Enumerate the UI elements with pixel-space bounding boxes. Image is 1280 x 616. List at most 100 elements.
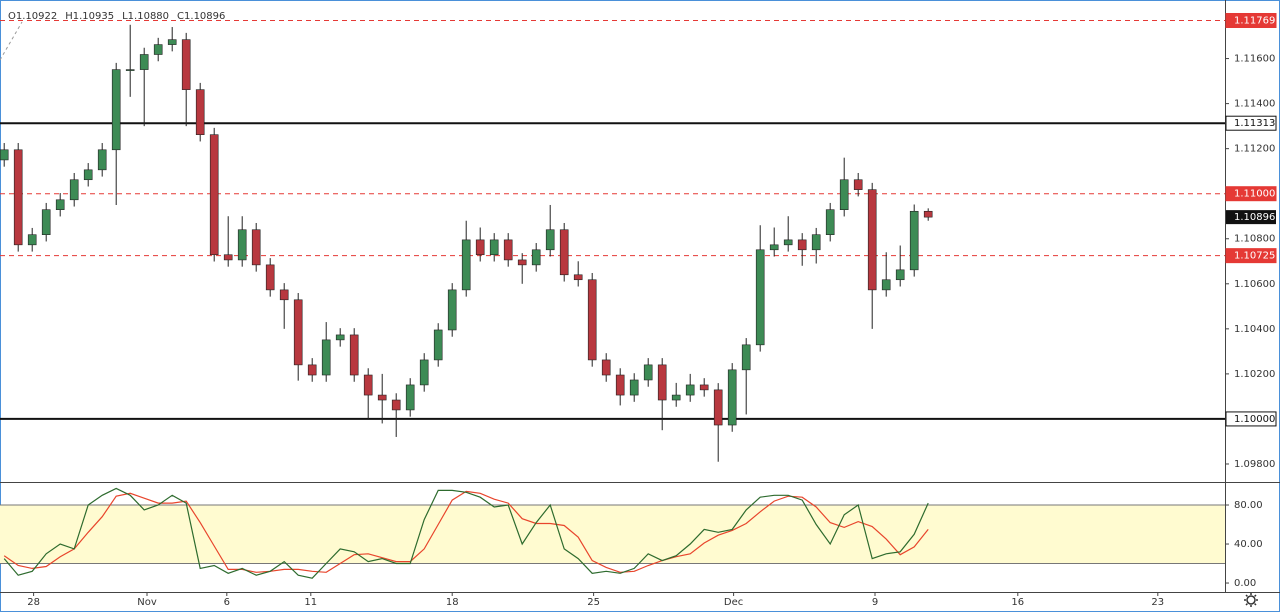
level-label-box <box>1225 186 1277 202</box>
stoch-band <box>0 505 1225 564</box>
candle-body <box>685 384 695 396</box>
candle-body <box>531 249 541 266</box>
ohlc-value: H1.10935 <box>65 11 114 22</box>
candle-body <box>181 39 191 90</box>
candle-body <box>13 149 23 246</box>
x-tick-label: 9 <box>872 597 878 608</box>
candle-body <box>363 374 373 396</box>
candle-body <box>405 384 415 411</box>
x-tick-label: Dec <box>724 597 743 608</box>
y-tick-label: 1.11200 <box>1234 144 1275 155</box>
candle-body <box>125 69 135 71</box>
candle-body <box>167 39 177 45</box>
candle-body <box>671 394 681 401</box>
ohlc-legend: O1.10922 H1.10935 L1.10880 C1.10896 <box>8 11 225 22</box>
candle-body <box>601 359 611 376</box>
candle-body <box>881 279 891 291</box>
candle-body <box>909 210 919 271</box>
candle-body <box>237 229 247 261</box>
candle-body <box>433 329 443 361</box>
x-tick-label: 18 <box>446 597 459 608</box>
candle-body <box>419 359 429 386</box>
candle-body <box>139 54 149 70</box>
candle-body <box>55 199 65 210</box>
candle-body <box>811 234 821 251</box>
level-label-box <box>1225 411 1277 427</box>
x-tick-label: 28 <box>27 597 40 608</box>
ohlc-value: L1.10880 <box>122 11 169 22</box>
candle-body <box>769 244 779 251</box>
plot-area <box>0 19 1225 579</box>
level-label-box <box>1225 12 1277 28</box>
candle-body <box>475 239 485 256</box>
candle-body <box>83 169 93 181</box>
candle-body <box>391 399 401 411</box>
candle-body <box>643 364 653 381</box>
candle-body <box>27 234 37 246</box>
candle-body <box>559 229 569 276</box>
candle-body <box>195 89 205 135</box>
candle-body <box>825 209 835 235</box>
level-label: 1.11000 <box>1234 189 1275 200</box>
candle-body <box>895 269 905 281</box>
candle-body <box>223 254 233 261</box>
candle-body <box>41 209 51 235</box>
candle-body <box>97 149 107 171</box>
y-tick-label: 1.10800 <box>1234 234 1275 245</box>
candle-body <box>839 179 849 210</box>
candle-body <box>209 134 219 256</box>
candle-body <box>461 239 471 291</box>
candle-body <box>335 334 345 341</box>
candle-body <box>797 239 807 251</box>
x-tick-label: 16 <box>1011 597 1024 608</box>
ohlc-value: C1.10896 <box>177 11 225 22</box>
candle-body <box>265 264 275 291</box>
candle-body <box>657 364 667 401</box>
candle-body <box>307 364 317 376</box>
x-tick-label: 6 <box>224 597 230 608</box>
candle-body <box>293 299 303 366</box>
candle-body <box>349 334 359 376</box>
candle-body <box>853 179 863 190</box>
y-tick-label: 1.10200 <box>1234 369 1275 380</box>
ohlc-value: O1.10922 <box>8 11 57 22</box>
candle-body <box>587 279 597 361</box>
stoch-d-line <box>3 490 929 573</box>
last-price-box <box>1226 210 1276 225</box>
last-price-label: 1.10896 <box>1234 212 1275 223</box>
candle-body <box>111 69 121 151</box>
level-label-box <box>1225 248 1277 264</box>
candle-body <box>545 229 555 251</box>
y-tick-label: 1.11600 <box>1234 54 1275 65</box>
candle-body <box>699 384 709 391</box>
settings-icon[interactable] <box>1244 593 1258 607</box>
stoch-tick-label: 0.00 <box>1234 578 1256 589</box>
candle-body <box>0 149 9 161</box>
candle-body <box>755 249 765 346</box>
stoch-k-line <box>3 487 929 579</box>
candle-body <box>153 44 163 55</box>
candle-body <box>783 239 793 246</box>
candle-body <box>727 369 737 426</box>
candle-body <box>573 274 583 281</box>
candle-body <box>923 210 933 218</box>
candle-body <box>377 394 387 401</box>
candle-body <box>251 229 261 266</box>
y-tick-label: 1.10400 <box>1234 324 1275 335</box>
candle-body <box>867 189 877 291</box>
x-tick-label: 25 <box>587 597 600 608</box>
x-tick-label: 11 <box>304 597 317 608</box>
candle-body <box>629 379 639 396</box>
x-tick-label: 23 <box>1151 597 1164 608</box>
level-label: 1.10725 <box>1234 251 1275 262</box>
candle-body <box>489 239 499 256</box>
candle-body <box>69 179 79 201</box>
candle-body <box>741 344 751 371</box>
candle-body <box>503 239 513 261</box>
candle-body <box>713 389 723 426</box>
x-tick-label: Nov <box>137 597 157 608</box>
trend-line <box>0 21 23 61</box>
candle-body <box>517 259 527 266</box>
